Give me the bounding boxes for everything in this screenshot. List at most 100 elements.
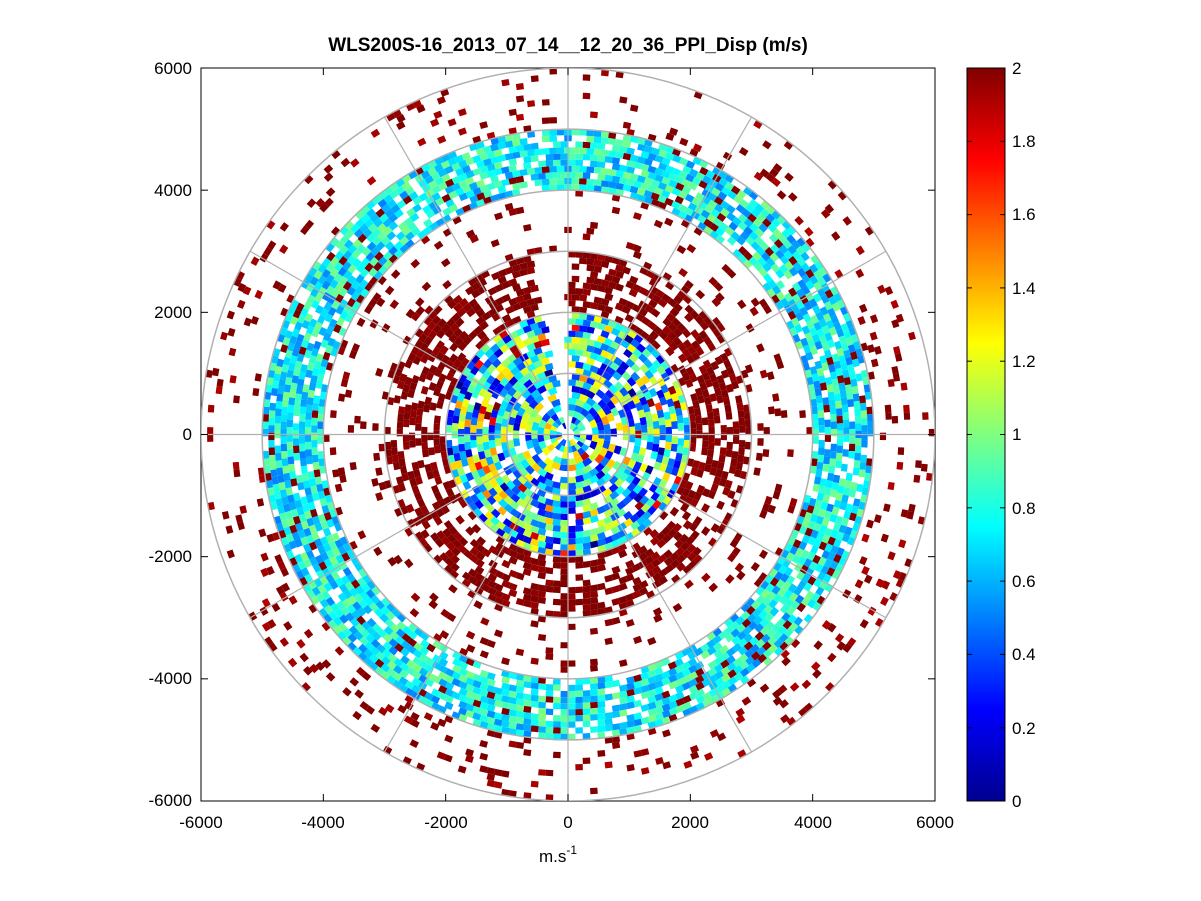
- data-cell: [399, 373, 408, 383]
- data-cell: [347, 425, 355, 433]
- data-cell: [762, 449, 770, 458]
- data-cell: [606, 400, 616, 411]
- data-cell: [357, 651, 368, 662]
- data-cell: [586, 178, 595, 186]
- data-cell: [639, 363, 650, 374]
- data-cell: [397, 704, 407, 714]
- data-cell: [239, 505, 248, 514]
- data-cell: [318, 326, 327, 337]
- data-cell: [508, 127, 517, 135]
- data-cell: [300, 279, 310, 290]
- data-cell: [363, 604, 373, 615]
- data-cell: [585, 434, 593, 441]
- data-cell: [681, 681, 691, 691]
- data-cell: [670, 482, 680, 493]
- data-cell: [647, 682, 657, 691]
- data-cell: [615, 422, 623, 431]
- data-cell: [408, 630, 418, 640]
- data-cell: [756, 646, 767, 656]
- data-cell: [268, 432, 275, 441]
- data-cell: [522, 357, 533, 367]
- data-cell: [842, 643, 852, 653]
- data-cell: [677, 289, 687, 300]
- data-cell: [386, 112, 396, 122]
- data-cell: [671, 187, 681, 197]
- data-cell: [530, 75, 539, 83]
- data-cell: [523, 371, 534, 381]
- data-cell: [819, 306, 829, 316]
- data-cell: [254, 373, 262, 382]
- data-cell: [900, 382, 908, 391]
- data-cell: [430, 461, 438, 471]
- data-cell: [334, 483, 343, 493]
- data-cell: [502, 518, 513, 528]
- data-cell: [443, 520, 454, 530]
- data-cell: [268, 417, 275, 426]
- data-cell: [714, 387, 722, 397]
- data-cell: [812, 428, 819, 437]
- data-cell: [656, 389, 665, 399]
- data-cell: [368, 298, 378, 308]
- data-cell: [775, 579, 786, 589]
- data-cell: [763, 273, 773, 283]
- data-cell: [568, 171, 576, 179]
- data-cell: [508, 529, 519, 539]
- data-cell: [818, 541, 828, 551]
- data-cell: [764, 246, 775, 257]
- data-cell: [546, 443, 555, 452]
- data-cell: [569, 439, 575, 447]
- data-cell: [811, 661, 821, 671]
- data-cell: [371, 586, 381, 596]
- data-cell: [534, 402, 545, 413]
- data-cell: [757, 438, 764, 446]
- data-cell: [813, 380, 821, 389]
- data-cell: [745, 663, 756, 673]
- data-cell: [573, 431, 581, 435]
- data-cell: [582, 233, 591, 241]
- data-cell: [639, 495, 650, 506]
- data-cell: [840, 463, 848, 472]
- data-cell: [326, 518, 335, 528]
- data-cell: [867, 344, 875, 353]
- data-cell: [487, 580, 497, 589]
- data-cell: [688, 678, 698, 688]
- data-cell: [494, 629, 503, 638]
- data-cell: [369, 602, 379, 613]
- data-cell: [808, 298, 818, 308]
- data-cell: [640, 678, 650, 687]
- data-cell: [458, 694, 468, 703]
- data-cell: [623, 393, 633, 403]
- data-cell: [391, 607, 401, 618]
- data-cell: [329, 556, 339, 566]
- data-cell: [707, 449, 714, 458]
- data-cell: [379, 213, 389, 223]
- data-cell: [508, 297, 518, 307]
- data-cell: [626, 178, 635, 187]
- data-cell: [503, 503, 514, 514]
- data-cell: [561, 422, 567, 430]
- data-cell: [293, 492, 301, 502]
- data-cell: [787, 310, 797, 320]
- data-cell: [330, 571, 340, 581]
- data-cell: [440, 258, 451, 268]
- data-cell: [712, 408, 720, 417]
- data-cell: [383, 194, 394, 204]
- data-cell: [274, 423, 281, 431]
- data-cell: [623, 518, 634, 528]
- data-cell: [631, 563, 642, 573]
- data-cell: [755, 246, 766, 256]
- data-cell: [706, 366, 715, 376]
- data-cell: [541, 117, 550, 124]
- data-cell: [589, 603, 599, 611]
- data-cell: [707, 419, 715, 428]
- data-cell: [499, 343, 510, 354]
- data-cell: [458, 667, 468, 677]
- data-cell: [859, 619, 869, 629]
- data-cell: [582, 536, 592, 544]
- data-cell: [824, 332, 833, 342]
- data-cell: [604, 724, 613, 732]
- data-cell: [472, 680, 482, 689]
- data-cell: [501, 573, 511, 582]
- data-cell: [642, 518, 653, 529]
- data-cell: [444, 549, 455, 559]
